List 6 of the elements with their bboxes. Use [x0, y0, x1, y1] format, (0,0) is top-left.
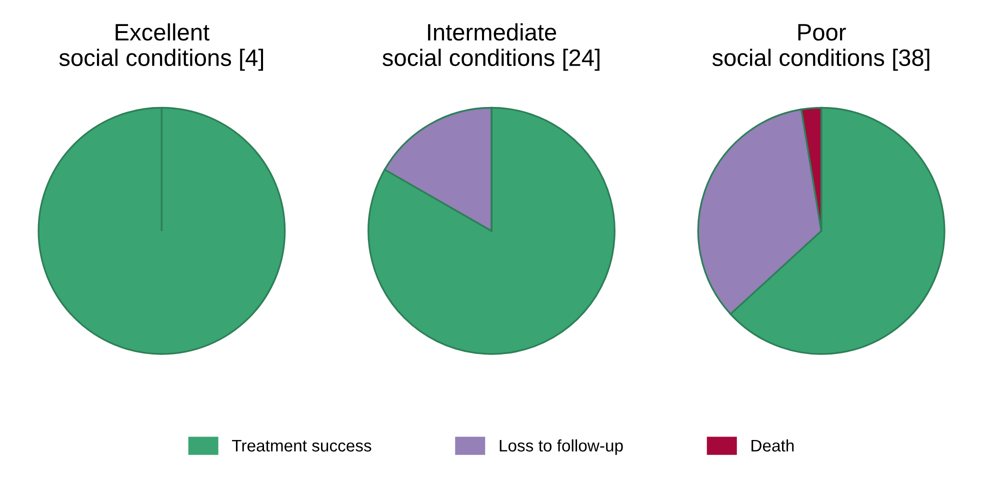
legend-label: Treatment success [232, 440, 372, 452]
chart-title: Intermediate social conditions [24] [382, 23, 600, 71]
chart-title: Excellent social conditions [4] [59, 23, 264, 71]
chart-title: Poor social conditions [38] [712, 24, 930, 71]
legend-label: Loss to follow-up [500, 439, 623, 455]
legend-label: Death [752, 439, 794, 452]
